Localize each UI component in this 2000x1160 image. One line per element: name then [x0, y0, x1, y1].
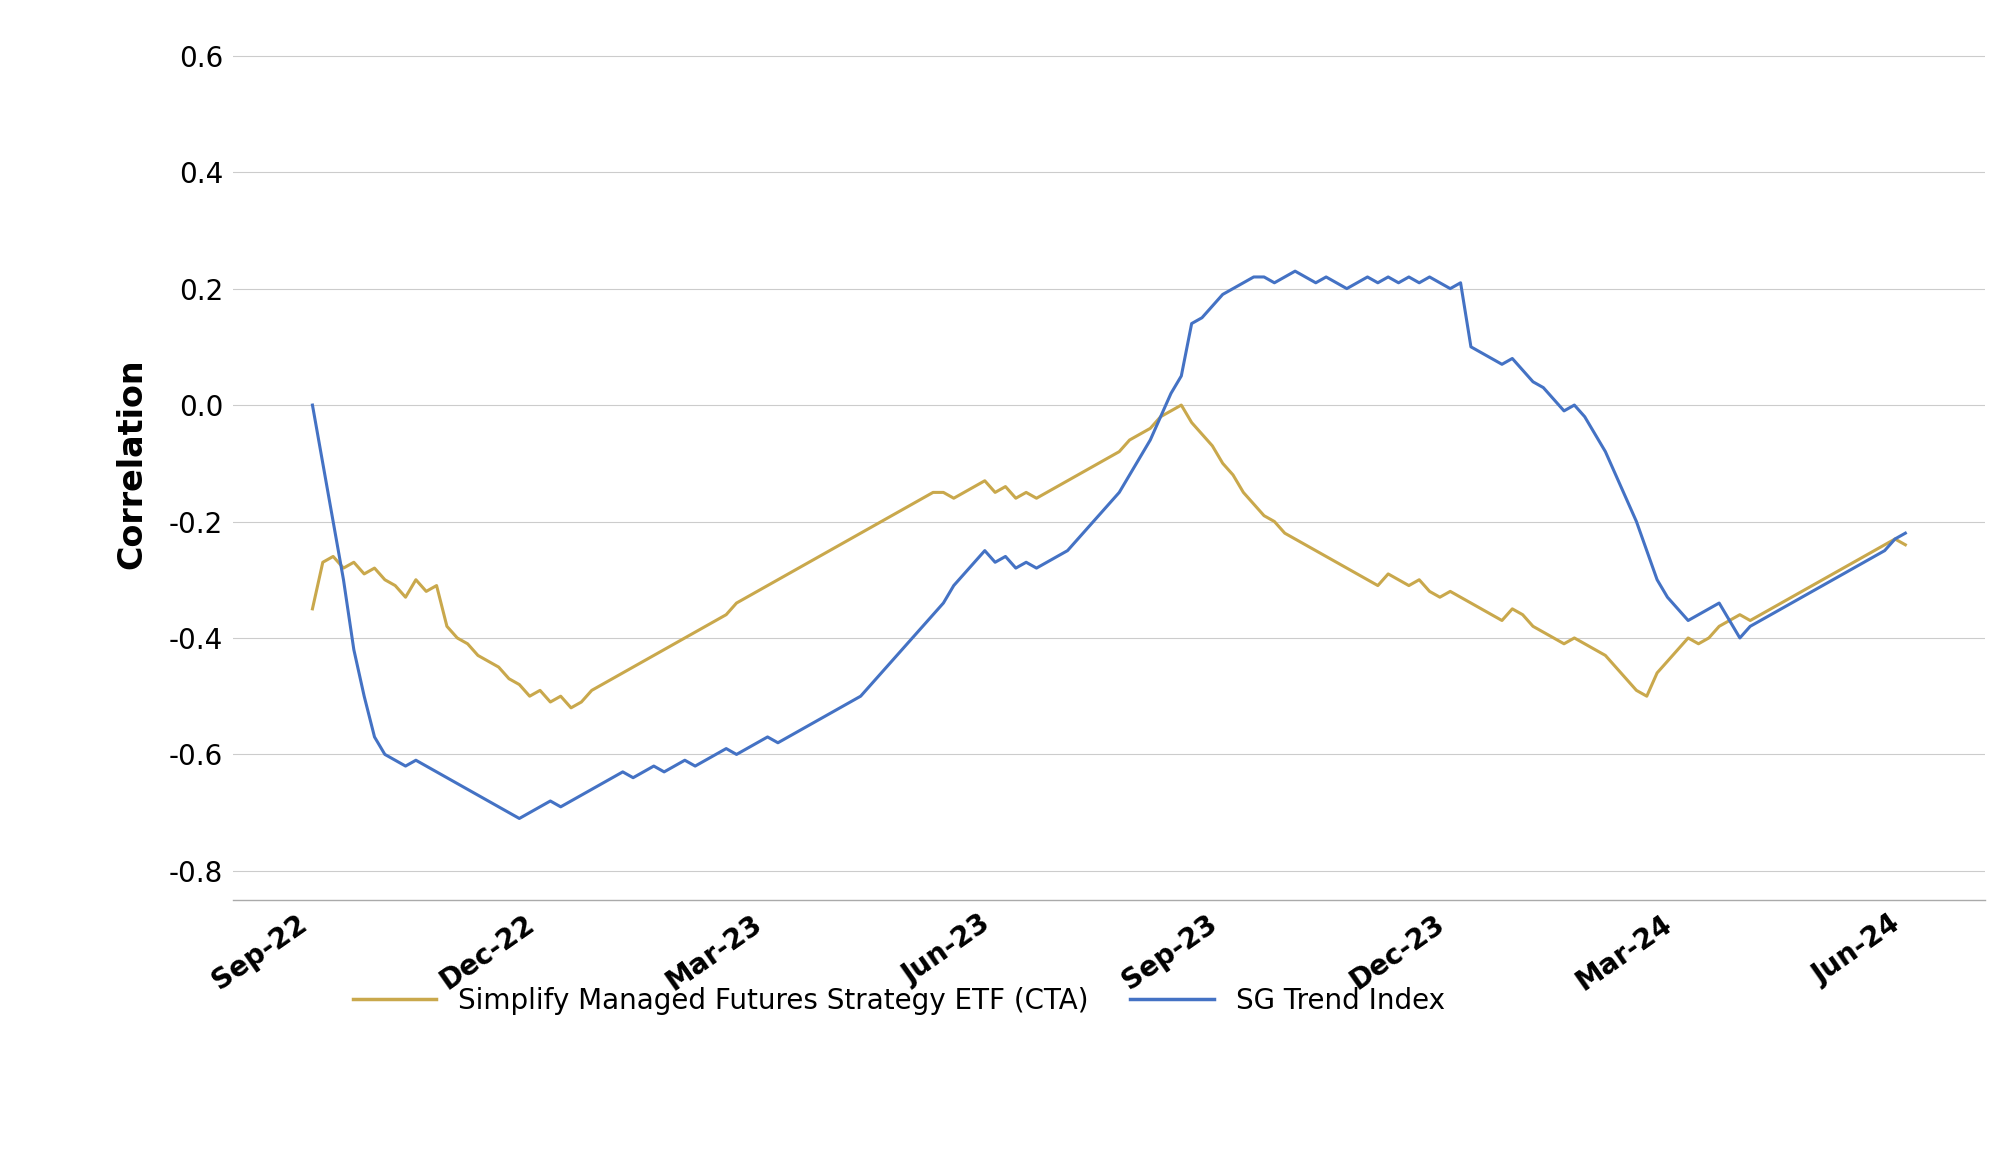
Simplify Managed Futures Strategy ETF (CTA): [1738, 614, 1762, 628]
SG Trend Index: [508, 812, 532, 826]
Line: Simplify Managed Futures Strategy ETF (CTA): Simplify Managed Futures Strategy ETF (C…: [312, 405, 1906, 708]
SG Trend Index: [1758, 608, 1782, 622]
SG Trend Index: [1738, 619, 1762, 633]
Legend: Simplify Managed Futures Strategy ETF (CTA), SG Trend Index: Simplify Managed Futures Strategy ETF (C…: [342, 976, 1456, 1025]
Simplify Managed Futures Strategy ETF (CTA): [1076, 462, 1100, 476]
Y-axis label: Correlation: Correlation: [116, 358, 148, 568]
SG Trend Index: [1428, 276, 1452, 290]
Simplify Managed Futures Strategy ETF (CTA): [300, 602, 324, 616]
Simplify Managed Futures Strategy ETF (CTA): [1894, 538, 1918, 552]
SG Trend Index: [1076, 521, 1100, 535]
SG Trend Index: [300, 398, 324, 412]
Simplify Managed Futures Strategy ETF (CTA): [560, 701, 584, 715]
Simplify Managed Futures Strategy ETF (CTA): [1656, 654, 1680, 668]
SG Trend Index: [1656, 590, 1680, 604]
SG Trend Index: [1862, 550, 1886, 564]
SG Trend Index: [1284, 264, 1308, 278]
Simplify Managed Futures Strategy ETF (CTA): [1862, 544, 1886, 558]
Simplify Managed Futures Strategy ETF (CTA): [1428, 590, 1452, 604]
SG Trend Index: [1894, 527, 1918, 541]
Simplify Managed Futures Strategy ETF (CTA): [1758, 602, 1782, 616]
Line: SG Trend Index: SG Trend Index: [312, 271, 1906, 819]
Simplify Managed Futures Strategy ETF (CTA): [1170, 398, 1194, 412]
